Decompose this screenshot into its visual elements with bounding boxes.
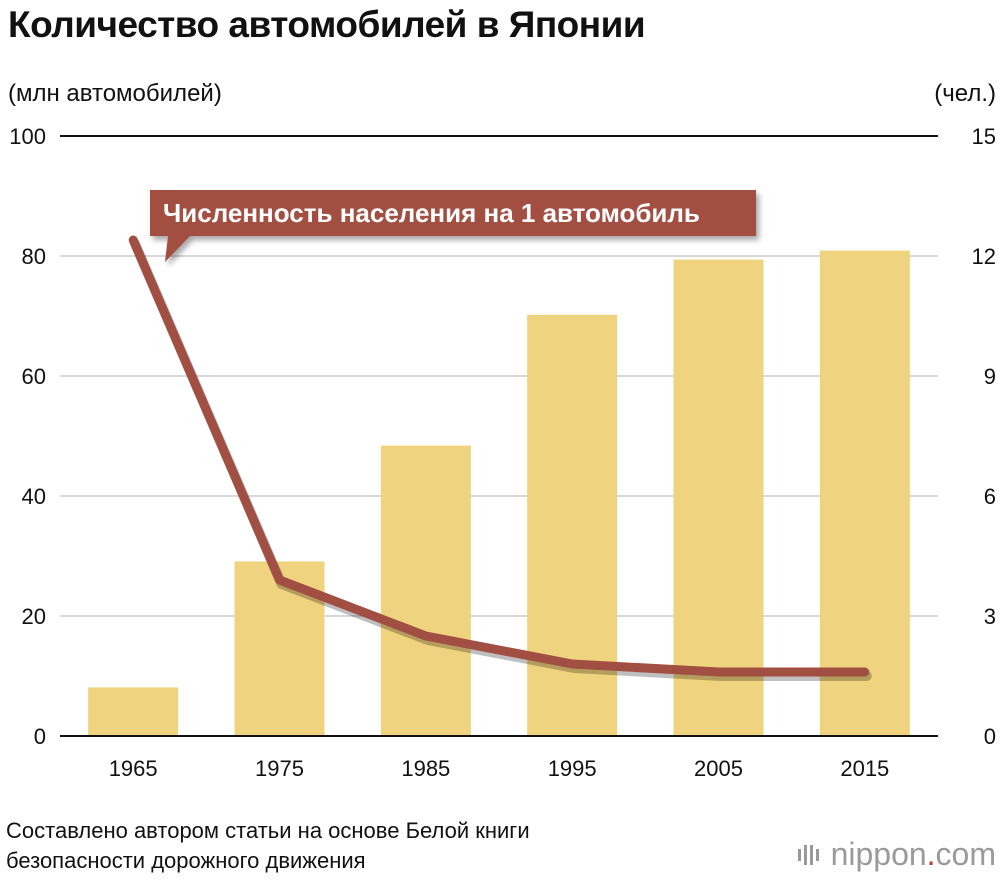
x-tick-label: 1965	[109, 756, 158, 781]
y-tick-right-label: 12	[972, 244, 996, 269]
y-tick-left-label: 60	[22, 364, 46, 389]
y-tick-right-label: 6	[984, 484, 996, 509]
y-tick-left-label: 0	[34, 724, 46, 749]
source-line-1: Составлено автором статьи на основе Бело…	[6, 818, 530, 843]
logo-dot: .	[926, 836, 936, 872]
y-tick-right-label: 0	[984, 724, 996, 749]
line-point	[424, 635, 427, 637]
bar	[673, 259, 764, 736]
line-point	[278, 579, 281, 581]
y-tick-right-label: 3	[984, 604, 996, 629]
x-ticks: 1965 1975 1985 1995 2005 2015	[109, 756, 890, 781]
x-tick-label: 1975	[255, 756, 304, 781]
bar-series	[60, 250, 938, 737]
y-tick-left-label: 100	[9, 124, 46, 149]
chart-area: 0 20 40 60 80 100 0 3 6 9 12 15 1965 1975 1985 1995 20…	[9, 124, 996, 781]
bar	[380, 445, 471, 736]
callout-label: Численность населения на 1 автомобиль	[163, 198, 700, 228]
bar	[88, 687, 179, 736]
logo-bars-icon	[797, 844, 819, 865]
y-tick-right-label: 9	[984, 364, 996, 389]
chart-title: Количество автомобилей в Японии	[8, 4, 646, 45]
logo-suffix: com	[935, 836, 996, 872]
logo-main: nippon	[830, 836, 927, 872]
line-series	[128, 235, 872, 681]
y-tick-left-label: 80	[22, 244, 46, 269]
x-tick-label: 1995	[548, 756, 597, 781]
line-point	[132, 239, 135, 241]
x-tick-label: 2015	[840, 756, 889, 781]
y-axis-right-label: (чел.)	[934, 80, 996, 107]
x-tick-label: 2005	[694, 756, 743, 781]
line-series-label-callout: Численность населения на 1 автомобиль	[150, 190, 756, 262]
y-tick-left-label: 40	[22, 484, 46, 509]
y-ticks-right: 0 3 6 9 12 15	[972, 124, 996, 749]
line-point	[717, 671, 720, 673]
source-line-2: безопасности дорожного движения	[6, 848, 366, 873]
source-note: Составлено автором статьи на основе Бело…	[6, 816, 706, 876]
x-tick-label: 1985	[401, 756, 450, 781]
callout-background	[150, 190, 756, 262]
y-axis-left-label: (млн автомобилей)	[8, 80, 222, 107]
line-path	[128, 235, 870, 677]
line-point	[571, 663, 574, 665]
y-tick-right-label: 15	[972, 124, 996, 149]
bar	[819, 250, 910, 736]
y-ticks-left: 0 20 40 60 80 100	[9, 124, 46, 749]
y-tick-left-label: 20	[22, 604, 46, 629]
line-point	[863, 671, 866, 673]
nippon-logo: nippon. com	[797, 836, 996, 873]
